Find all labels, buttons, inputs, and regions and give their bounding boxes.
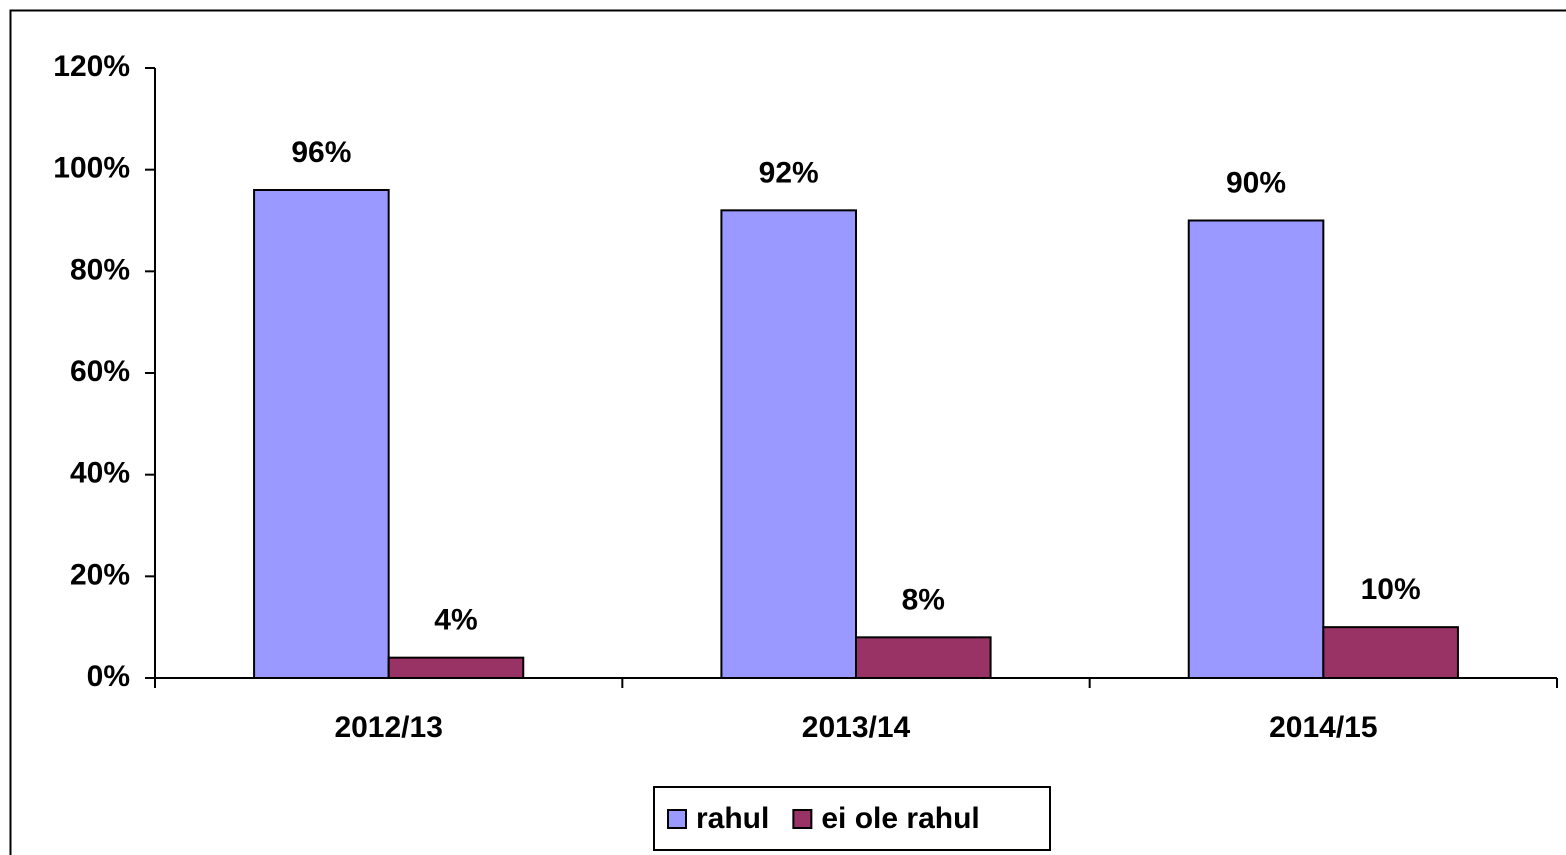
data-label: 4% <box>434 604 477 637</box>
bar <box>1187 219 1325 679</box>
data-label: 96% <box>291 136 351 169</box>
data-label: 8% <box>902 583 945 616</box>
chart-frame <box>9 9 1566 855</box>
data-label: 90% <box>1226 166 1286 199</box>
bar <box>855 636 992 679</box>
y-tick-label: 100% <box>53 152 130 185</box>
legend-label: rahul <box>696 802 769 835</box>
y-tick-label: 0% <box>87 660 130 693</box>
legend: rahul ei ole rahul <box>653 786 1051 851</box>
x-tick-label: 2013/14 <box>802 711 911 744</box>
bar <box>253 189 390 679</box>
x-tick-label: 2014/15 <box>1269 711 1377 744</box>
y-tick-label: 60% <box>70 355 130 388</box>
y-tick-label: 40% <box>70 457 130 490</box>
legend-swatch <box>792 809 813 829</box>
data-label: 92% <box>759 156 819 189</box>
legend-box <box>653 786 1051 851</box>
data-label: 10% <box>1361 573 1421 606</box>
bar <box>387 656 525 680</box>
x-tick-label: 2012/13 <box>334 711 442 744</box>
y-tick-label: 120% <box>53 50 130 83</box>
bar <box>1322 626 1459 680</box>
y-tick-label: 20% <box>70 558 130 591</box>
legend-label: ei ole rahul <box>821 802 979 835</box>
legend-swatch <box>667 809 687 829</box>
y-tick-label: 80% <box>70 253 130 286</box>
bar <box>720 209 858 679</box>
